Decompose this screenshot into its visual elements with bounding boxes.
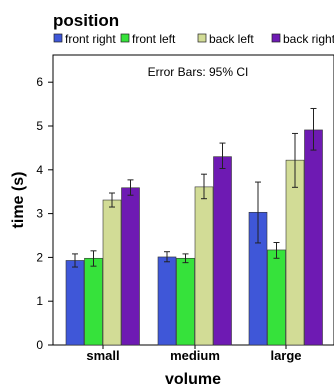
y-tick-label: 6 [36, 75, 43, 89]
bar [157, 256, 177, 346]
y-tick-label: 1 [36, 294, 43, 308]
legend-swatch [53, 33, 63, 43]
legend-title: position [53, 11, 119, 30]
bar [176, 257, 195, 346]
legend-label: front left [132, 32, 176, 46]
bar [194, 186, 214, 346]
legend: front right front left back left back right [53, 32, 334, 46]
legend-label: back right [283, 32, 334, 46]
y-tick-label: 4 [36, 163, 43, 177]
y-axis: 0 1 2 3 4 5 6 [36, 75, 53, 352]
y-tick-label: 5 [36, 119, 43, 133]
bar [267, 249, 286, 346]
bar [285, 159, 305, 346]
y-tick-label: 0 [36, 338, 43, 352]
bar [304, 129, 323, 346]
legend-label: front right [65, 32, 116, 46]
legend-swatch [197, 33, 207, 43]
x-axis-title: volume [165, 371, 221, 387]
y-axis-title: time (s) [10, 172, 27, 229]
bar [84, 257, 103, 346]
error-bars-annotation: Error Bars: 95% CI [148, 65, 249, 79]
bar [65, 260, 85, 346]
x-tick-label: large [270, 348, 301, 363]
x-tick-label: medium [170, 348, 220, 363]
x-axis: small medium large [86, 345, 302, 363]
bar [102, 199, 122, 346]
legend-label: back left [209, 32, 254, 46]
bar [213, 156, 232, 346]
legend-swatch [120, 33, 130, 43]
y-tick-label: 2 [36, 250, 43, 264]
error-bars [72, 107, 317, 268]
bars [65, 129, 323, 346]
legend-swatch [271, 33, 281, 43]
x-tick-label: small [86, 348, 119, 363]
y-tick-label: 3 [36, 207, 43, 221]
bar [121, 187, 140, 346]
